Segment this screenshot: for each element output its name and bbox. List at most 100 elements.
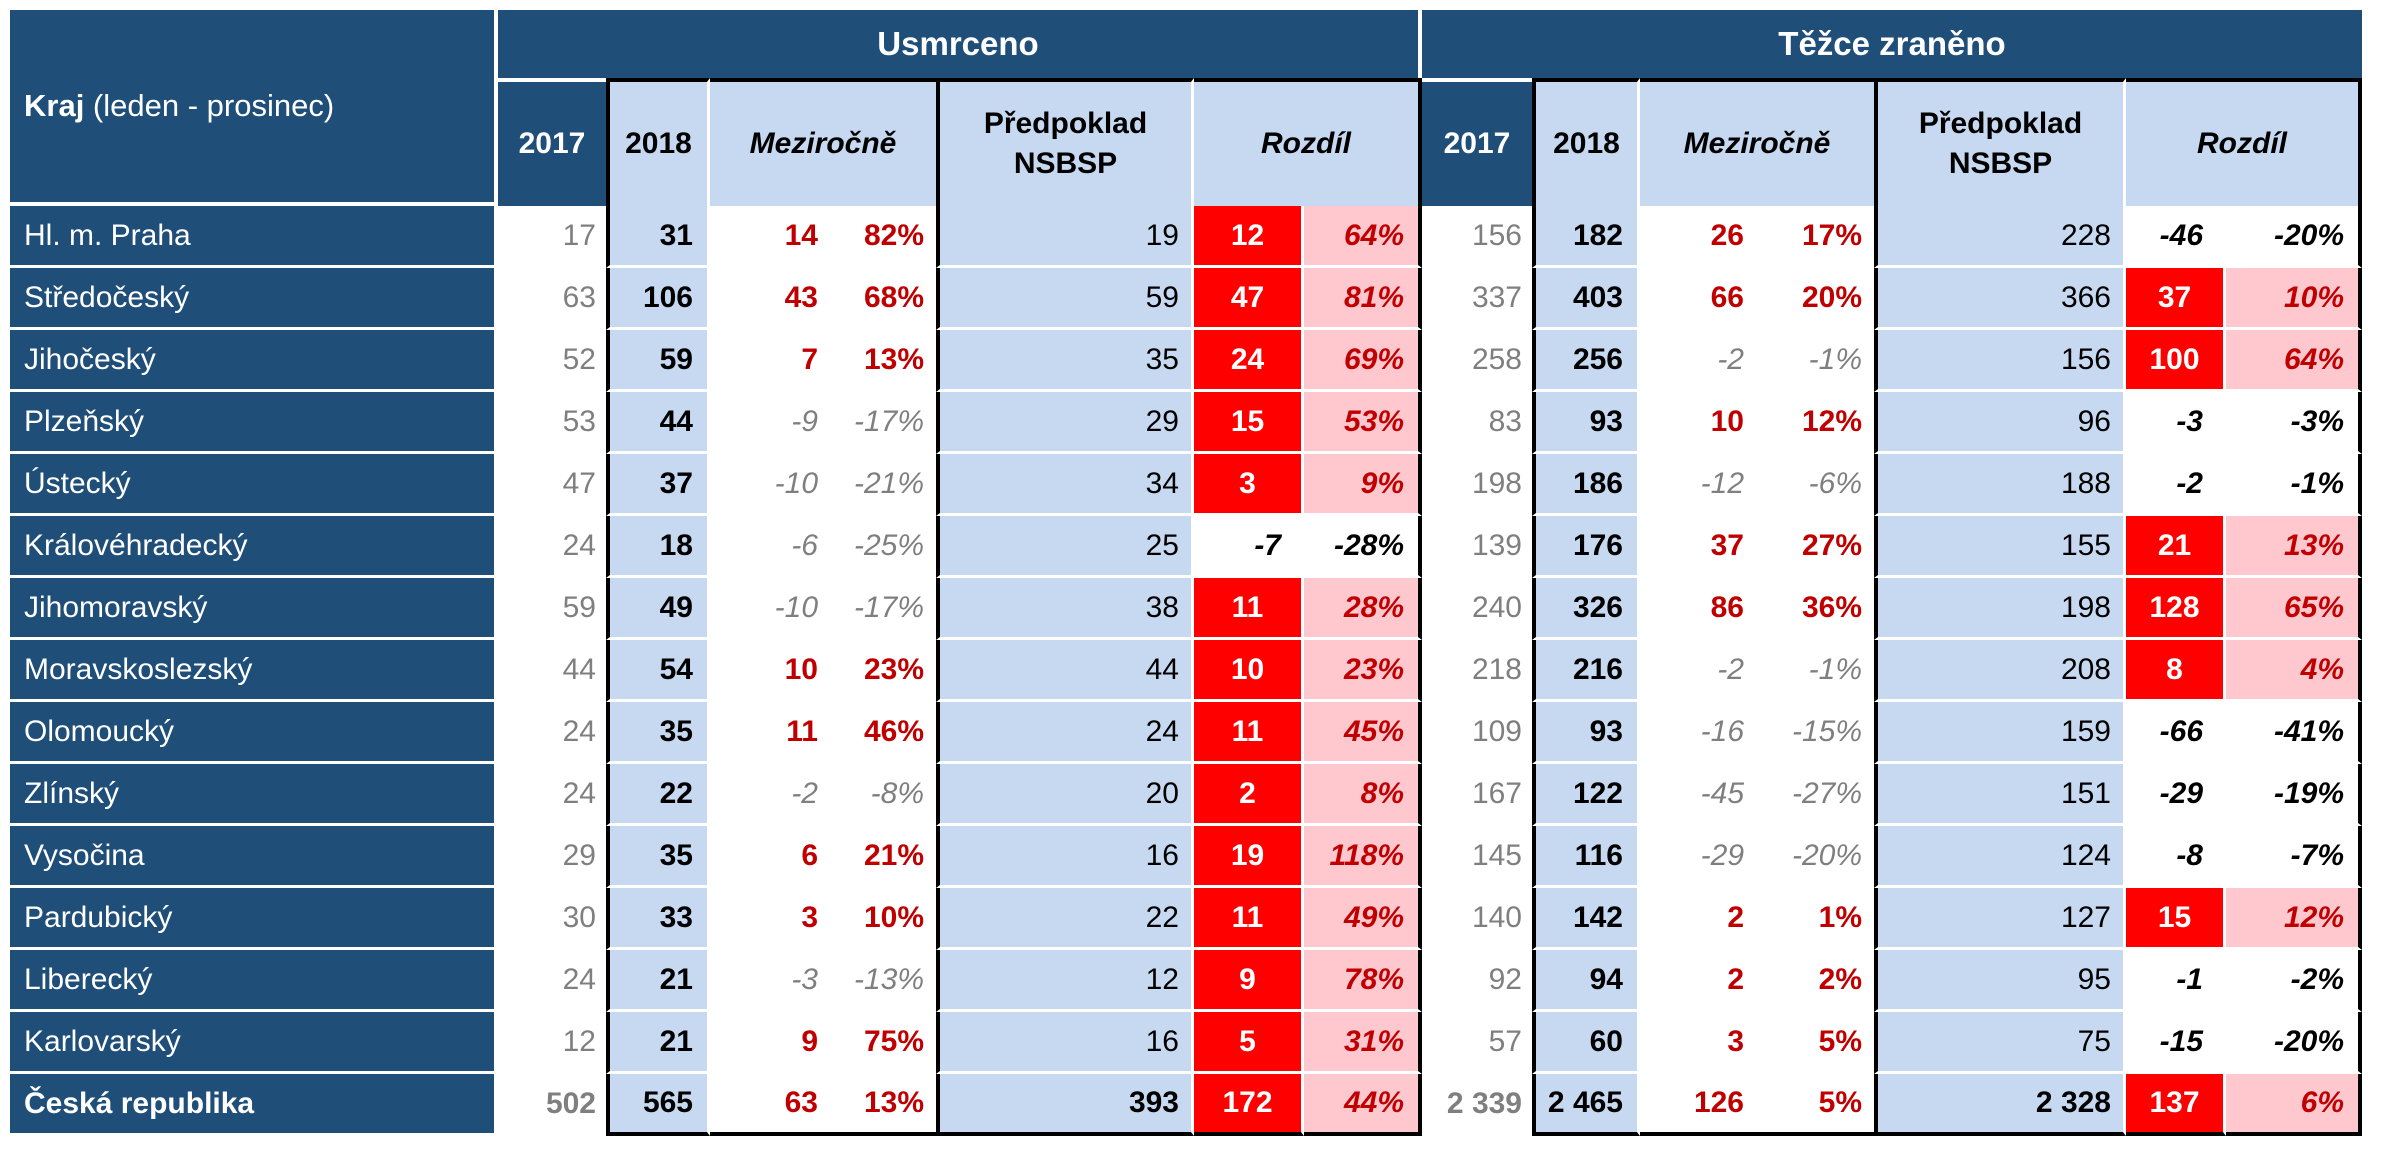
kraj-header-period: (leden - prosinec) (84, 88, 335, 123)
kraj-header: Kraj (leden - prosinec) (10, 10, 498, 206)
tezce-zraneno-nsbsp-forecast: 95 (1874, 950, 2126, 1012)
usmrceno-nsbsp-forecast: 393 (936, 1074, 1194, 1136)
tezce-zraneno-2018-value: 256 (1532, 330, 1640, 392)
tezce-zraneno-2017-value: 139 (1422, 516, 1532, 578)
usmrceno-yoy-abs: -3 (710, 950, 832, 1012)
usmrceno-diff-abs: 11 (1194, 888, 1304, 950)
tezce-zraneno-yoy-pct: -6% (1758, 454, 1874, 516)
usmrceno-yoy-pct: 82% (832, 206, 936, 268)
tezce-zraneno-2017-value: 240 (1422, 578, 1532, 640)
tezce-zraneno-yoy-pct: 5% (1758, 1074, 1874, 1136)
table-row: Vysočina 29 35 6 21% 16 19 118% 145 116 -29 -20% 124… (10, 826, 2362, 888)
usmrceno-2018-value: 21 (606, 1012, 710, 1074)
tezce-zraneno-diff-pct: 13% (2226, 516, 2362, 578)
usmrceno-diff-pct: 44% (1304, 1074, 1422, 1136)
usmrceno-2017-value: 24 (498, 950, 606, 1012)
usmrceno-diff-pct: 28% (1304, 578, 1422, 640)
tezce-zraneno-diff-pct: -7% (2226, 826, 2362, 888)
usmrceno-2017-value: 44 (498, 640, 606, 702)
usmrceno-diff-abs: 2 (1194, 764, 1304, 826)
tezce-zraneno-nsbsp-forecast: 124 (1874, 826, 2126, 888)
col-header-u-rozdil: Rozdíl (1194, 78, 1422, 206)
tezce-zraneno-yoy-pct: 1% (1758, 888, 1874, 950)
predpoklad-line1: Předpoklad (1918, 107, 2083, 140)
tezce-zraneno-yoy-pct: 2% (1758, 950, 1874, 1012)
tezce-zraneno-2018-value: 93 (1532, 392, 1640, 454)
tezce-zraneno-2017-value: 218 (1422, 640, 1532, 702)
tezce-zraneno-diff-pct: -20% (2226, 1012, 2362, 1074)
tezce-zraneno-diff-abs: -15 (2126, 1012, 2226, 1074)
tezce-zraneno-diff-abs: 137 (2126, 1074, 2226, 1136)
usmrceno-2018-value: 106 (606, 268, 710, 330)
tezce-zraneno-yoy-abs: 86 (1640, 578, 1758, 640)
region-name: Hl. m. Praha (10, 206, 498, 268)
usmrceno-yoy-pct: 10% (832, 888, 936, 950)
table-row: Pardubický 30 33 3 10% 22 11 49% 140 142 2 1% 127 15 1… (10, 888, 2362, 950)
col-header-u-2018: 2018 (606, 78, 710, 206)
usmrceno-yoy-abs: -9 (710, 392, 832, 454)
kraj-header-title: Kraj (24, 88, 85, 123)
tezce-zraneno-diff-pct: -41% (2226, 702, 2362, 764)
usmrceno-2017-value: 12 (498, 1012, 606, 1074)
usmrceno-yoy-pct: -13% (832, 950, 936, 1012)
tezce-zraneno-diff-abs: -3 (2126, 392, 2226, 454)
usmrceno-2017-value: 24 (498, 702, 606, 764)
predpoklad-line2: NSBSP (1013, 147, 1118, 180)
usmrceno-diff-pct: 45% (1304, 702, 1422, 764)
tezce-zraneno-nsbsp-forecast: 75 (1874, 1012, 2126, 1074)
usmrceno-yoy-abs: -10 (710, 578, 832, 640)
tezce-zraneno-2017-value: 198 (1422, 454, 1532, 516)
region-name: Pardubický (10, 888, 498, 950)
tezce-zraneno-2017-value: 92 (1422, 950, 1532, 1012)
tezce-zraneno-diff-pct: 64% (2226, 330, 2362, 392)
tezce-zraneno-nsbsp-forecast: 96 (1874, 392, 2126, 454)
col-header-t-2017: 2017 (1422, 78, 1532, 206)
tezce-zraneno-2018-value: 94 (1532, 950, 1640, 1012)
tezce-zraneno-nsbsp-forecast: 156 (1874, 330, 2126, 392)
header-row-columns: 2017 2018 Meziročně Předpoklad NSBSP Roz… (10, 78, 2362, 206)
usmrceno-diff-abs: 3 (1194, 454, 1304, 516)
usmrceno-yoy-pct: 13% (832, 1074, 936, 1136)
usmrceno-yoy-pct: 21% (832, 826, 936, 888)
usmrceno-diff-pct: 118% (1304, 826, 1422, 888)
usmrceno-yoy-abs: -10 (710, 454, 832, 516)
tezce-zraneno-diff-pct: -2% (2226, 950, 2362, 1012)
usmrceno-2017-value: 30 (498, 888, 606, 950)
tezce-zraneno-yoy-abs: 3 (1640, 1012, 1758, 1074)
usmrceno-diff-pct: 78% (1304, 950, 1422, 1012)
predpoklad-line2: NSBSP (1948, 147, 2053, 180)
tezce-zraneno-2018-value: 326 (1532, 578, 1640, 640)
usmrceno-yoy-pct: -17% (832, 578, 936, 640)
usmrceno-diff-abs: 24 (1194, 330, 1304, 392)
usmrceno-2017-value: 63 (498, 268, 606, 330)
usmrceno-diff-pct: 9% (1304, 454, 1422, 516)
table-row: Plzeňský 53 44 -9 -17% 29 15 53% 83 93 10 12% 96 -3 -3… (10, 392, 2362, 454)
usmrceno-nsbsp-forecast: 16 (936, 826, 1194, 888)
region-name: Vysočina (10, 826, 498, 888)
tezce-zraneno-diff-abs: -29 (2126, 764, 2226, 826)
region-name: Karlovarský (10, 1012, 498, 1074)
usmrceno-2018-value: 54 (606, 640, 710, 702)
tezce-zraneno-2018-value: 176 (1532, 516, 1640, 578)
usmrceno-2017-value: 17 (498, 206, 606, 268)
usmrceno-nsbsp-forecast: 44 (936, 640, 1194, 702)
usmrceno-diff-abs: 19 (1194, 826, 1304, 888)
tezce-zraneno-yoy-pct: 27% (1758, 516, 1874, 578)
tezce-zraneno-2017-value: 140 (1422, 888, 1532, 950)
usmrceno-yoy-pct: 68% (832, 268, 936, 330)
tezce-zraneno-nsbsp-forecast: 198 (1874, 578, 2126, 640)
region-name: Ústecký (10, 454, 498, 516)
usmrceno-yoy-pct: 46% (832, 702, 936, 764)
tezce-zraneno-nsbsp-forecast: 208 (1874, 640, 2126, 702)
tezce-zraneno-2017-value: 109 (1422, 702, 1532, 764)
usmrceno-2018-value: 49 (606, 578, 710, 640)
tezce-zraneno-yoy-abs: 2 (1640, 950, 1758, 1012)
usmrceno-2018-value: 31 (606, 206, 710, 268)
usmrceno-nsbsp-forecast: 29 (936, 392, 1194, 454)
region-name: Jihočeský (10, 330, 498, 392)
usmrceno-diff-abs: 47 (1194, 268, 1304, 330)
region-name: Plzeňský (10, 392, 498, 454)
usmrceno-diff-pct: 69% (1304, 330, 1422, 392)
table-row: Hl. m. Praha 17 31 14 82% 19 12 64% 156 182 26 17% 2… (10, 206, 2362, 268)
usmrceno-yoy-abs: 63 (710, 1074, 832, 1136)
